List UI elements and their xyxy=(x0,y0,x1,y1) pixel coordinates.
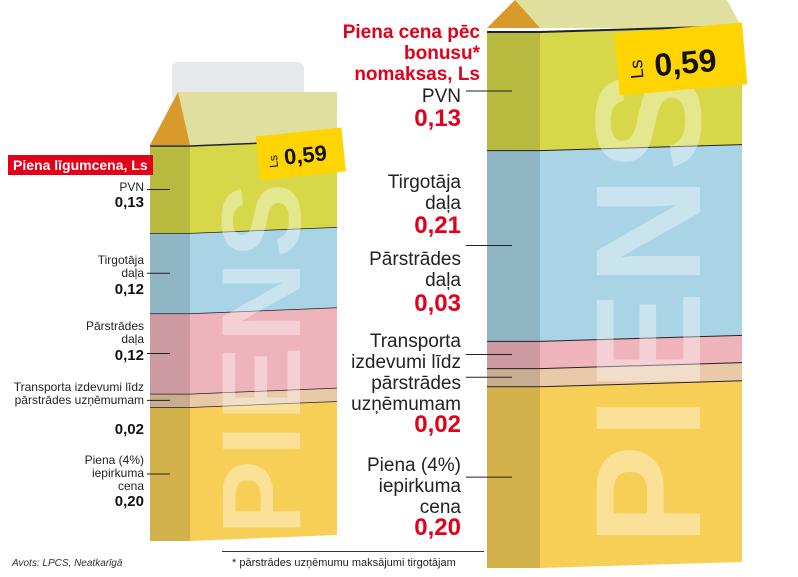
left-label-trader: Tirgotāja daļa xyxy=(97,253,144,280)
right-layer-transport xyxy=(540,362,742,387)
left-carton-roof xyxy=(150,92,337,145)
right-label-processing: Pārstrādes daļa xyxy=(369,249,461,291)
right-price-value: 0,59 xyxy=(653,42,718,83)
right-label-milk: Piena (4%) iepirkuma cena xyxy=(367,455,461,518)
left-label-pvn: PVN xyxy=(119,180,144,194)
left-price-tag: Ls 0,59 xyxy=(255,127,346,181)
right-label-pvn: PVN xyxy=(421,86,461,107)
left-price-value: 0,59 xyxy=(283,140,328,169)
footnote-rule xyxy=(222,551,484,552)
right-layer-processing xyxy=(540,334,742,369)
left-price-currency: Ls xyxy=(266,154,281,168)
right-label-transport: Transporta izdevumi līdz pārstrādes uzņē… xyxy=(351,331,461,415)
right-price-tag: Ls 0,59 xyxy=(614,22,748,96)
right-value-trader: 0,21 xyxy=(414,212,461,239)
right-layer-edge-pvn xyxy=(487,25,743,33)
right-label-trader: Tirgotāja daļa xyxy=(387,172,461,214)
left-value-pvn: 0,13 xyxy=(114,194,144,211)
left-carton-roof-side xyxy=(150,92,190,145)
left-layer-trader xyxy=(190,227,337,314)
right-carton-roof xyxy=(487,0,742,28)
right-layer-side-transport xyxy=(487,368,540,387)
left-carton-word: PIENS xyxy=(199,179,324,535)
left-label-transport: Transporta izdevumi līdz pārstrādes uzņē… xyxy=(13,380,144,407)
right-layer-side-trader xyxy=(487,150,540,341)
right-carton-roof-side xyxy=(487,0,540,28)
left-layer-milk xyxy=(190,401,337,541)
left-value-transport: 0,02 xyxy=(114,421,144,438)
right-layer-side-milk xyxy=(487,386,540,568)
right-price-currency: Ls xyxy=(626,59,648,80)
right-carton-word: PIENS xyxy=(564,65,732,545)
footnote: * pārstrādes uzņēmumu maksājumi tirgotāj… xyxy=(232,557,456,569)
right-layer-trader xyxy=(540,144,742,341)
left-label-milk: Piena (4%) iepirkuma cena xyxy=(84,453,144,493)
left-chart-title: Piena līgumcena, Ls xyxy=(8,155,153,175)
right-price-tag-bg xyxy=(614,22,748,96)
left-carton-cap xyxy=(172,62,304,100)
source-note: Avots: LPCS, Neatkarīgā xyxy=(12,558,123,569)
left-price-tag-bg xyxy=(255,127,346,181)
right-layer-side-pvn xyxy=(487,32,540,151)
left-label-processing: Pārstrādes daļa xyxy=(85,319,144,346)
right-layer-milk xyxy=(540,380,742,568)
left-layer-processing xyxy=(190,307,337,394)
right-chart-title: Piena cena pēc bonusu* nomaksas, Ls xyxy=(342,22,480,85)
right-value-transport: 0,02 xyxy=(414,411,461,438)
left-value-milk: 0,20 xyxy=(114,493,144,510)
right-value-pvn: 0,13 xyxy=(414,105,461,132)
right-value-processing: 0,03 xyxy=(414,290,461,317)
left-value-processing: 0,12 xyxy=(114,347,144,364)
right-value-milk: 0,20 xyxy=(414,514,461,541)
left-value-trader: 0,12 xyxy=(114,281,144,298)
right-layer-side-processing xyxy=(487,340,540,369)
